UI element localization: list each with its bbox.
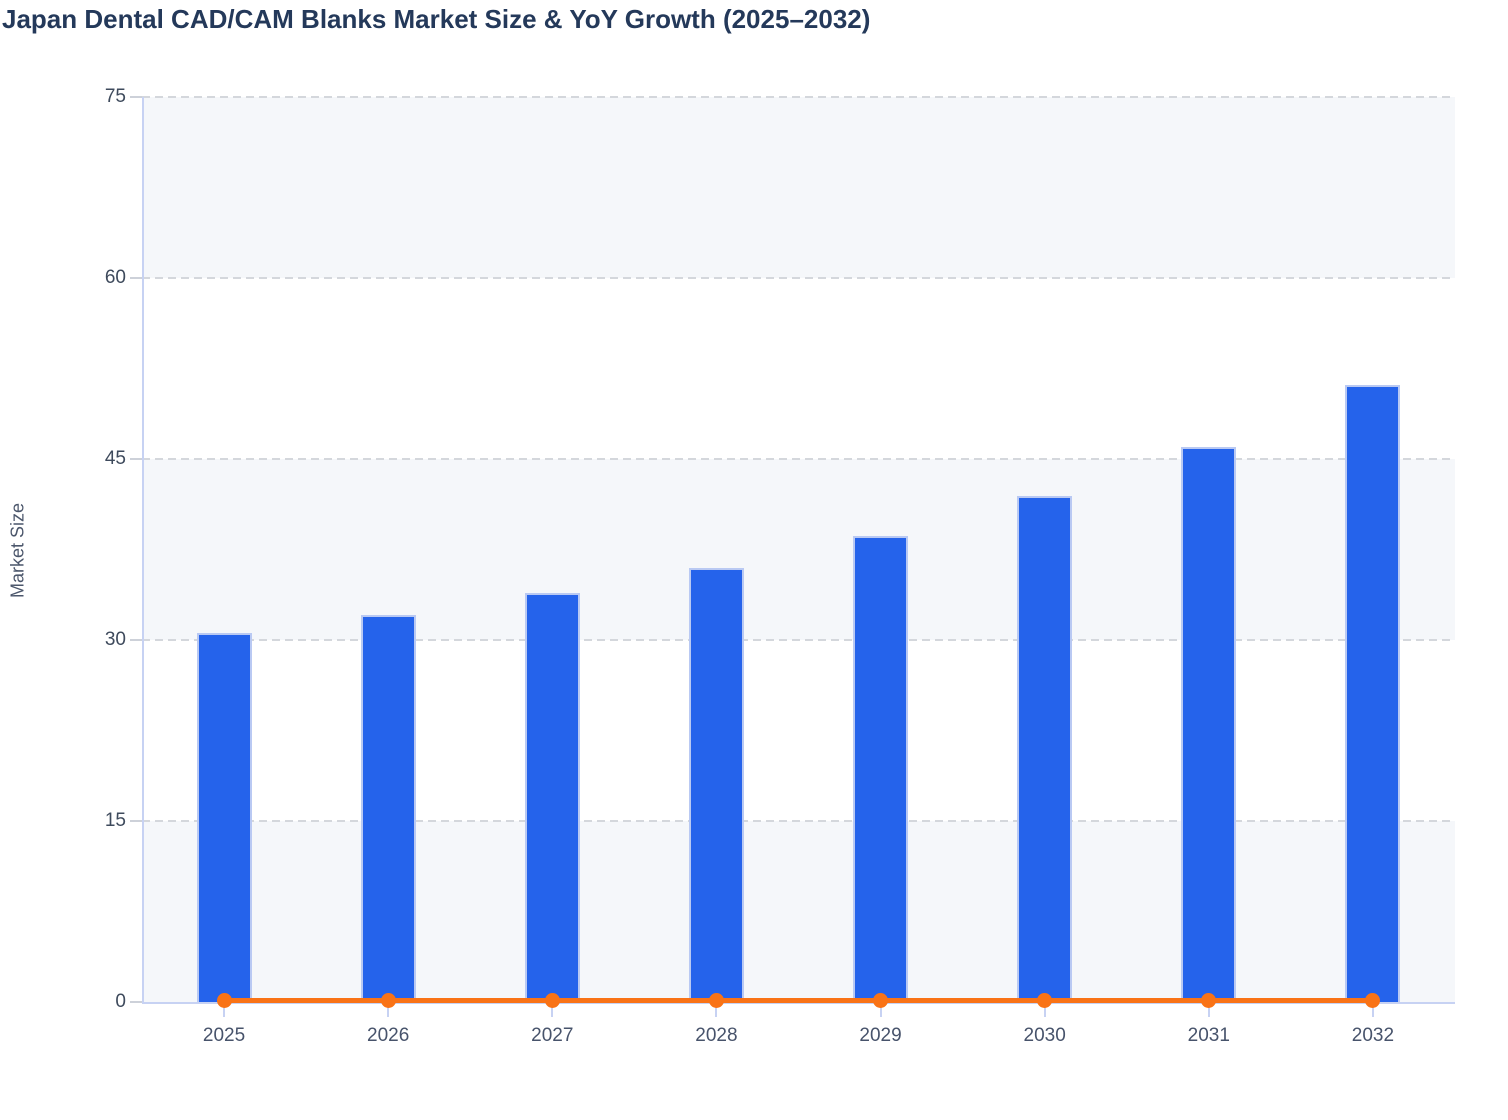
y-axis-tick: [130, 96, 142, 98]
x-axis-tick: [1043, 1004, 1046, 1017]
market-size-bar: [360, 614, 416, 1002]
market-size-bar: [853, 536, 909, 1002]
y-tick-label: 75: [104, 86, 126, 107]
yoy-growth-marker: [708, 992, 724, 1008]
x-axis-tick: [879, 1004, 882, 1017]
x-tick-label: 2025: [202, 1025, 246, 1046]
x-tick-label: 2028: [695, 1025, 738, 1046]
y-axis-tick: [130, 277, 142, 279]
yoy-growth-marker: [1037, 992, 1053, 1008]
x-axis-tick: [1371, 1004, 1374, 1017]
y-axis-tick: [130, 1001, 142, 1003]
y-axis-line: [142, 97, 144, 1002]
y-axis-tick: [130, 458, 142, 460]
yoy-growth-marker: [380, 992, 396, 1008]
yoy-growth-marker: [544, 992, 560, 1008]
x-tick-label: 2030: [1023, 1025, 1066, 1046]
gridline: [142, 96, 1455, 98]
gridline: [142, 820, 1455, 822]
y-axis-tick: [130, 639, 142, 641]
x-tick-label: 2027: [531, 1025, 574, 1046]
y-tick-label: 0: [115, 991, 126, 1012]
x-axis-tick: [223, 1004, 226, 1017]
market-size-bar: [688, 567, 744, 1002]
market-size-bar: [1181, 446, 1237, 1002]
yoy-growth-marker: [216, 992, 232, 1008]
x-tick-label: 2029: [859, 1025, 902, 1046]
plot-band: [142, 278, 1455, 459]
y-axis-title: Market Size: [7, 502, 28, 599]
gridline: [142, 639, 1455, 641]
yoy-growth-marker: [1365, 992, 1381, 1008]
x-axis-line: [142, 1002, 1455, 1004]
market-size-bar: [524, 592, 580, 1002]
yoy-growth-line: [224, 997, 1373, 1003]
x-tick-label: 2031: [1187, 1025, 1230, 1046]
x-tick-label: 2026: [367, 1025, 410, 1046]
yoy-growth-marker: [1201, 992, 1217, 1008]
x-axis-tick: [551, 1004, 554, 1017]
y-tick-label: 15: [104, 810, 126, 831]
gridline: [142, 277, 1455, 279]
yoy-growth-marker: [873, 992, 889, 1008]
plot-band: [142, 459, 1455, 640]
y-tick-label: 45: [104, 448, 126, 469]
x-axis-tick: [715, 1004, 718, 1017]
x-axis-tick: [1207, 1004, 1210, 1017]
x-tick-label: 2032: [1351, 1025, 1395, 1046]
y-axis-tick: [130, 820, 142, 822]
plot-band: [142, 821, 1455, 1002]
market-size-bar: [1017, 496, 1073, 1002]
plot-band: [142, 97, 1455, 278]
market-size-bar: [1345, 385, 1401, 1002]
y-tick-label: 60: [104, 267, 126, 288]
y-tick-label: 30: [104, 629, 126, 650]
gridline: [142, 458, 1455, 460]
x-axis-tick: [387, 1004, 390, 1017]
plot-band: [142, 640, 1455, 821]
market-size-bar: [196, 632, 252, 1002]
chart-title: Japan Dental CAD/CAM Blanks Market Size …: [2, 4, 871, 34]
